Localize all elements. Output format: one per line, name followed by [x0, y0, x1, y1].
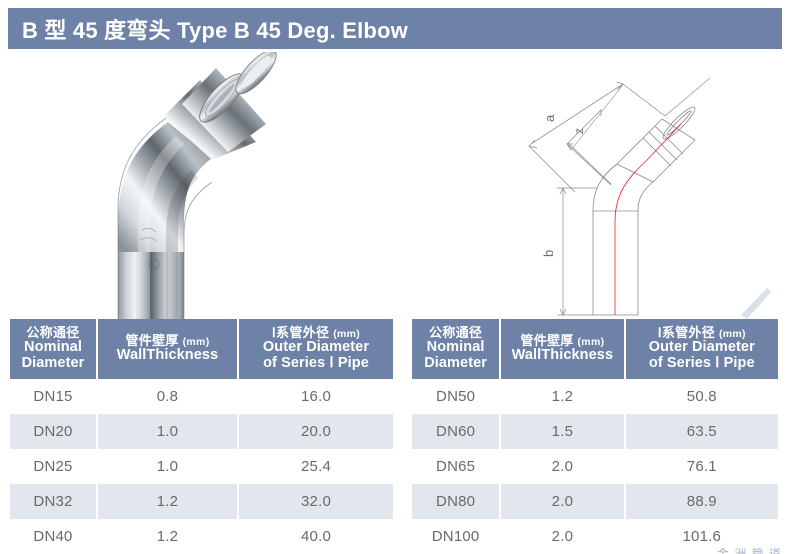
cell-outer-diameter: 76.1	[625, 449, 778, 484]
cell-outer-diameter: 25.4	[239, 449, 393, 484]
table-header-row: 公称通径 Nominal Diameter 管件壁厚 (mm) WallThic…	[10, 319, 393, 379]
cell-nominal-diameter: DN65	[412, 449, 500, 484]
cell-outer-diameter: 50.8	[625, 379, 778, 414]
column-header-cn: Ⅰ系管外径 (mm)	[271, 324, 361, 340]
cell-outer-diameter: 16.0	[239, 379, 393, 414]
cell-wall-thickness: 1.2	[501, 379, 624, 414]
cell-wall-thickness: 1.5	[501, 414, 624, 449]
cell-outer-diameter: 88.9	[625, 484, 778, 519]
table-body: DN15 0.8 16.0 DN20 1.0 20.0 DN25 1.0 25.…	[10, 379, 393, 554]
spec-table-left: 公称通径 Nominal Diameter 管件壁厚 (mm) WallThic…	[8, 319, 395, 554]
table-row: DN50 1.2 50.8	[412, 379, 778, 414]
cell-wall-thickness: 1.0	[98, 414, 237, 449]
table-row: DN80 2.0 88.9	[412, 484, 778, 519]
column-header-cn: 公称通径	[429, 324, 483, 340]
column-header-en-line2: Diameter	[424, 354, 488, 371]
table-row: DN32 1.2 32.0	[10, 484, 393, 519]
column-header-cn: 管件壁厚 (mm)	[520, 332, 605, 348]
cell-wall-thickness: 1.0	[98, 449, 237, 484]
dimension-label-b: b	[541, 250, 556, 257]
spec-tables: 公称通径 Nominal Diameter 管件壁厚 (mm) WallThic…	[0, 319, 790, 554]
product-photo	[60, 52, 295, 320]
dimension-label-z: z	[572, 128, 586, 134]
spec-table-right: 公称通径 Nominal Diameter 管件壁厚 (mm) WallThic…	[410, 319, 780, 554]
table-row: DN40 1.2 40.0	[10, 519, 393, 554]
cell-nominal-diameter: DN100	[412, 519, 500, 554]
column-header-en-line1: Outer Diameter	[262, 339, 370, 355]
chrome-45-degree-elbow-photo	[117, 52, 277, 320]
table-row: DN65 2.0 76.1	[412, 449, 778, 484]
column-header-en-line2: of Series Ⅰ Pipe	[648, 354, 755, 371]
page-title: B 型 45 度弯头 Type B 45 Deg. Elbow	[22, 17, 408, 43]
column-header-cn: Ⅰ系管外径 (mm)	[657, 324, 746, 340]
column-header-wall-thickness: 管件壁厚 (mm) WallThickness	[98, 319, 237, 379]
cell-wall-thickness: 2.0	[501, 484, 624, 519]
table-row: DN20 1.0 20.0	[10, 414, 393, 449]
cell-nominal-diameter: DN60	[412, 414, 500, 449]
table-row: DN60 1.5 63.5	[412, 414, 778, 449]
table-row: DN25 1.0 25.4	[10, 449, 393, 484]
cell-wall-thickness: 2.0	[501, 449, 624, 484]
cell-wall-thickness: 0.8	[98, 379, 237, 414]
column-header-en-line1: Nominal	[426, 338, 485, 355]
cell-outer-diameter: 40.0	[239, 519, 393, 554]
column-header-wall-thickness: 管件壁厚 (mm) WallThickness	[501, 319, 624, 379]
cell-nominal-diameter: DN40	[10, 519, 96, 554]
cell-nominal-diameter: DN20	[10, 414, 96, 449]
column-header-en-line2: of Series Ⅰ Pipe	[263, 354, 369, 371]
spec-table-left-block: 公称通径 Nominal Diameter 管件壁厚 (mm) WallThic…	[8, 319, 395, 554]
technical-drawing: a z b	[505, 72, 780, 322]
cell-nominal-diameter: DN80	[412, 484, 500, 519]
cell-nominal-diameter: DN25	[10, 449, 96, 484]
cell-outer-diameter: 20.0	[239, 414, 393, 449]
column-header-en-line1: WallThickness	[511, 346, 614, 363]
dimension-label-a: a	[542, 114, 557, 122]
column-header-cn: 管件壁厚 (mm)	[125, 332, 210, 348]
column-header-en-line1: WallThickness	[116, 346, 219, 363]
table-row: DN100 2.0 101.6	[412, 519, 778, 554]
cell-nominal-diameter: DN32	[10, 484, 96, 519]
table-body: DN50 1.2 50.8 DN60 1.5 63.5 DN65 2.0 76.…	[412, 379, 778, 554]
cell-wall-thickness: 2.0	[501, 519, 624, 554]
column-header-outer-diameter: Ⅰ系管外径 (mm) Outer Diameter of Series Ⅰ Pi…	[239, 319, 393, 379]
cell-outer-diameter: 32.0	[239, 484, 393, 519]
column-header-nominal-diameter: 公称通径 Nominal Diameter	[10, 319, 96, 379]
spec-table-right-block: 公称通径 Nominal Diameter 管件壁厚 (mm) WallThic…	[410, 319, 780, 554]
45-degree-elbow-line-drawing: a z b	[528, 77, 771, 319]
cell-wall-thickness: 1.2	[98, 519, 237, 554]
cell-wall-thickness: 1.2	[98, 484, 237, 519]
column-header-cn: 公称通径	[26, 324, 80, 340]
column-header-nominal-diameter: 公称通径 Nominal Diameter	[412, 319, 500, 379]
column-header-en-line2: Diameter	[21, 354, 85, 371]
page-title-bar: B 型 45 度弯头 Type B 45 Deg. Elbow	[8, 8, 782, 49]
column-header-outer-diameter: Ⅰ系管外径 (mm) Outer Diameter of Series Ⅰ Pi…	[625, 319, 778, 379]
cell-outer-diameter: 63.5	[625, 414, 778, 449]
column-header-en-line1: Nominal	[24, 338, 82, 355]
cell-outer-diameter: 101.6	[625, 519, 778, 554]
cell-nominal-diameter: DN50	[412, 379, 500, 414]
column-header-en-line1: Outer Diameter	[648, 339, 755, 355]
watermark-text: 金 洲 管 道	[716, 547, 782, 554]
table-header-row: 公称通径 Nominal Diameter 管件壁厚 (mm) WallThic…	[412, 319, 778, 379]
cell-nominal-diameter: DN15	[10, 379, 96, 414]
table-row: DN15 0.8 16.0	[10, 379, 393, 414]
